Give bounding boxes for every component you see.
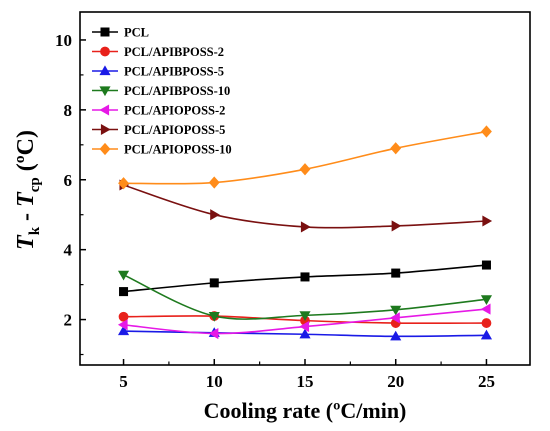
x-axis-title: Cooling rate (ºC/min) — [204, 398, 407, 423]
data-point — [390, 305, 402, 316]
legend-marker — [100, 46, 110, 57]
data-point — [119, 287, 129, 297]
legend-item: PCL/APIOPOSS-5 — [92, 123, 225, 137]
data-point — [299, 328, 311, 339]
y-title-t1: T — [13, 234, 39, 250]
y-tick-label: 4 — [64, 241, 73, 260]
y-title-sub1: k — [27, 226, 43, 235]
data-point — [480, 329, 493, 340]
data-point — [480, 295, 493, 305]
y-tick-label: 8 — [64, 101, 73, 120]
data-point — [210, 209, 220, 221]
data-point — [482, 215, 493, 227]
x-tick-label: 20 — [387, 372, 404, 391]
data-point — [117, 325, 130, 336]
x-tick-label: 15 — [297, 372, 314, 391]
data-point — [390, 312, 400, 324]
legend-item: PCL/APIOPOSS-2 — [92, 104, 225, 118]
legend-item: PCL/APIBPOSS-5 — [92, 65, 224, 79]
legend-label: PCL/APIBPOSS-5 — [124, 65, 224, 79]
legend-label: PCL/APIOPOSS-5 — [124, 123, 225, 137]
data-point — [391, 268, 401, 278]
legend: PCL PCL/APIBPOSS-2 PCL/APIBPOSS-5 PCL/APIBP… — [92, 26, 232, 157]
legend-item: PCL/APIBPOSS-10 — [92, 84, 230, 98]
data-point — [299, 320, 310, 333]
legend-label: PCL/APIOPOSS-2 — [124, 104, 225, 118]
x-tick-label: 10 — [206, 372, 223, 391]
y-title-sub2: cp — [27, 177, 43, 192]
y-axis-title: Tk - Tcp (ºC) — [13, 130, 43, 250]
data-point — [300, 272, 310, 282]
series-layer — [117, 125, 493, 341]
y-tick-label: 10 — [55, 31, 72, 50]
legend-item: PCL/APIOPOSS-10 — [92, 143, 232, 157]
series-line — [123, 130, 487, 185]
data-point — [118, 311, 129, 322]
data-point — [481, 260, 491, 270]
legend-label: PCL/APIBPOSS-10 — [124, 84, 230, 98]
data-point — [299, 311, 311, 322]
data-point — [391, 220, 402, 232]
y-tick-label: 2 — [64, 311, 73, 330]
series-pcl-apioposs-5 — [119, 179, 493, 233]
series-pcl — [119, 260, 491, 297]
y-title-minus: - — [13, 207, 39, 227]
x-tick-label: 25 — [478, 372, 495, 391]
legend-marker — [99, 86, 111, 97]
y-axis: 2 4 6 8 10 — [55, 31, 86, 356]
legend-marker — [99, 142, 111, 156]
data-point — [480, 303, 491, 315]
data-point — [208, 311, 220, 322]
legend-marker — [100, 123, 111, 136]
series-line — [123, 184, 487, 229]
legend-marker — [99, 65, 111, 76]
y-title-t2: T — [13, 191, 39, 207]
data-point — [481, 318, 492, 328]
data-point — [390, 142, 402, 155]
data-point — [208, 327, 219, 340]
x-axis: 5 10 15 20 25 — [119, 359, 495, 391]
x-tick-label: 5 — [119, 372, 128, 391]
data-point — [209, 278, 219, 288]
series-pcl-apioposs-10 — [118, 125, 492, 190]
legend-item: PCL — [92, 26, 149, 40]
data-point — [390, 330, 402, 341]
data-point — [117, 319, 128, 331]
data-point — [117, 270, 130, 281]
series-pcl-apibposs-10 — [117, 270, 493, 322]
data-point — [118, 177, 129, 190]
y-title-unit: (ºC) — [13, 130, 39, 177]
legend-label: PCL/APIOPOSS-10 — [124, 143, 232, 157]
data-point — [481, 125, 492, 138]
legend-marker — [100, 27, 110, 37]
legend-label: PCL/APIBPOSS-2 — [124, 45, 224, 59]
legend-marker — [99, 104, 110, 116]
data-point — [300, 221, 311, 233]
legend-label: PCL — [124, 26, 149, 40]
data-point — [299, 163, 311, 176]
y-tick-label: 6 — [64, 171, 73, 190]
data-point — [208, 176, 220, 189]
series-pcl-apioposs-2 — [117, 303, 491, 340]
legend-item: PCL/APIBPOSS-2 — [92, 45, 224, 59]
